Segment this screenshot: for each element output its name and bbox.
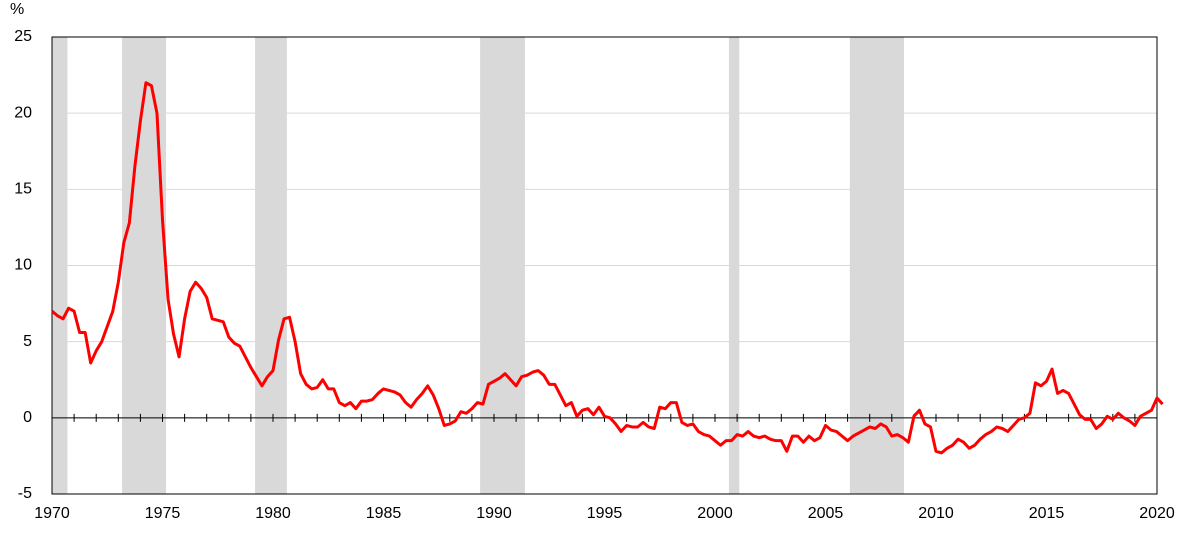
y-tick-label: 5 [23, 333, 32, 350]
data-line [51, 81, 1164, 455]
y-tick-label: 20 [14, 104, 32, 121]
y-tick-label: 10 [14, 257, 32, 274]
y-tick-label: 0 [23, 409, 32, 426]
x-tick-label: 2020 [1139, 505, 1175, 522]
y-tick-label: 15 [14, 181, 32, 198]
x-tick-label: 1985 [366, 505, 402, 522]
y-tick-label: 25 [14, 28, 32, 45]
x-tick-label: 1975 [145, 505, 181, 522]
x-tick-label: 2015 [1029, 505, 1065, 522]
x-tick-label: 2005 [808, 505, 844, 522]
x-tick-label: 1970 [34, 505, 70, 522]
x-tick-label: 1995 [587, 505, 623, 522]
x-tick-label: 2010 [918, 505, 954, 522]
y-axis-label: % [10, 1, 24, 18]
x-tick-label: 2000 [697, 505, 733, 522]
x-tick-label: 1990 [476, 505, 512, 522]
plot-frame [51, 36, 1158, 495]
x-tick-label: 1980 [255, 505, 291, 522]
y-tick-label: -5 [18, 485, 32, 502]
